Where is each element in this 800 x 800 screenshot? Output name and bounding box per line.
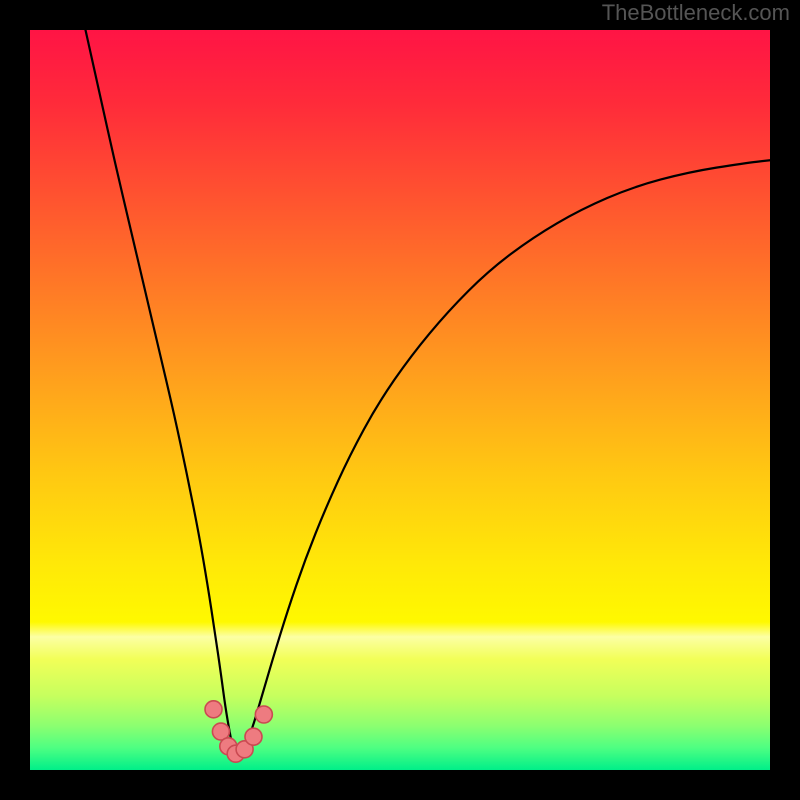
curve-overlay [0, 0, 800, 800]
min-marker [255, 706, 272, 723]
watermark-label: TheBottleneck.com [602, 0, 800, 26]
bottleneck-curve [86, 30, 771, 754]
min-marker [205, 701, 222, 718]
min-marker [245, 728, 262, 745]
chart-container: TheBottleneck.com [0, 0, 800, 800]
